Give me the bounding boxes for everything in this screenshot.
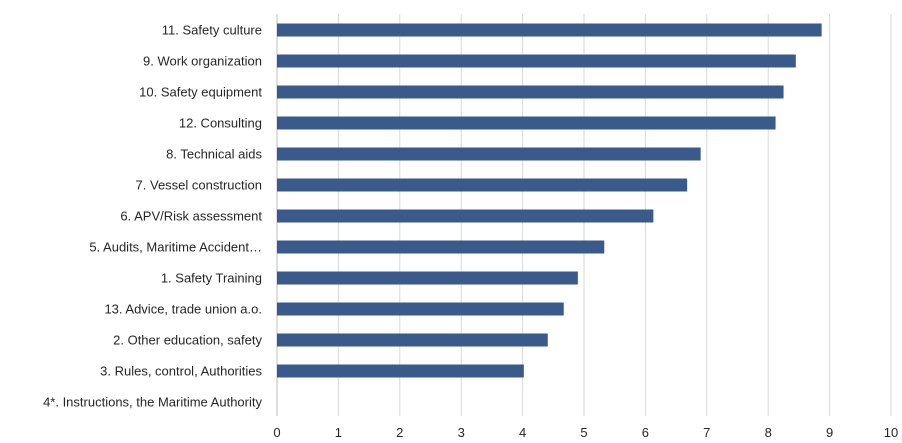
bar-7 — [277, 209, 654, 223]
bar-9 — [277, 271, 578, 285]
bar-8 — [277, 240, 605, 254]
bar-1 — [277, 23, 822, 37]
x-tick-label-9: 9 — [826, 425, 833, 440]
bars — [277, 23, 822, 378]
bar-3 — [277, 85, 784, 99]
x-tick-labels: 0 1 2 3 4 5 6 7 8 9 10 — [273, 425, 898, 440]
bar-10 — [277, 302, 564, 316]
x-tick-label-3: 3 — [458, 425, 465, 440]
bar-11 — [277, 333, 548, 347]
x-tick-label-7: 7 — [703, 425, 710, 440]
bar-6 — [277, 178, 688, 192]
category-labels: 11. Safety culture 9. Work organization 10… — [43, 23, 262, 410]
bar-4 — [277, 116, 776, 130]
category-label-11: 2. Other education, safety — [113, 333, 262, 348]
x-tick-label-4: 4 — [519, 425, 526, 440]
x-tick-label-8: 8 — [765, 425, 772, 440]
x-tick-label-1: 1 — [335, 425, 342, 440]
x-tick-label-5: 5 — [580, 425, 587, 440]
category-label-7: 6. APV/Risk assessment — [120, 209, 262, 224]
category-label-13: 4*. Instructions, the Maritime Authority — [43, 395, 262, 410]
category-label-12: 3. Rules, control, Authorities — [100, 364, 262, 379]
category-label-9: 1. Safety Training — [161, 271, 262, 286]
x-tick-label-6: 6 — [642, 425, 649, 440]
bar-2 — [277, 54, 796, 68]
category-label-8: 5. Audits, Maritime Accident… — [89, 240, 262, 255]
bar-12 — [277, 364, 524, 378]
category-label-10: 13. Advice, trade union a.o. — [104, 302, 262, 317]
category-label-3: 10. Safety equipment — [139, 85, 262, 100]
category-label-1: 11. Safety culture — [162, 23, 262, 38]
x-tick-label-0: 0 — [273, 425, 280, 440]
x-tick-label-2: 2 — [396, 425, 403, 440]
x-tick-label-10: 10 — [884, 425, 898, 440]
category-label-5: 8. Technical aids — [166, 147, 262, 162]
bar-5 — [277, 147, 701, 161]
category-label-4: 12. Consulting — [179, 116, 262, 131]
category-label-2: 9. Work organization — [143, 54, 262, 69]
category-label-6: 7. Vessel construction — [136, 178, 262, 193]
